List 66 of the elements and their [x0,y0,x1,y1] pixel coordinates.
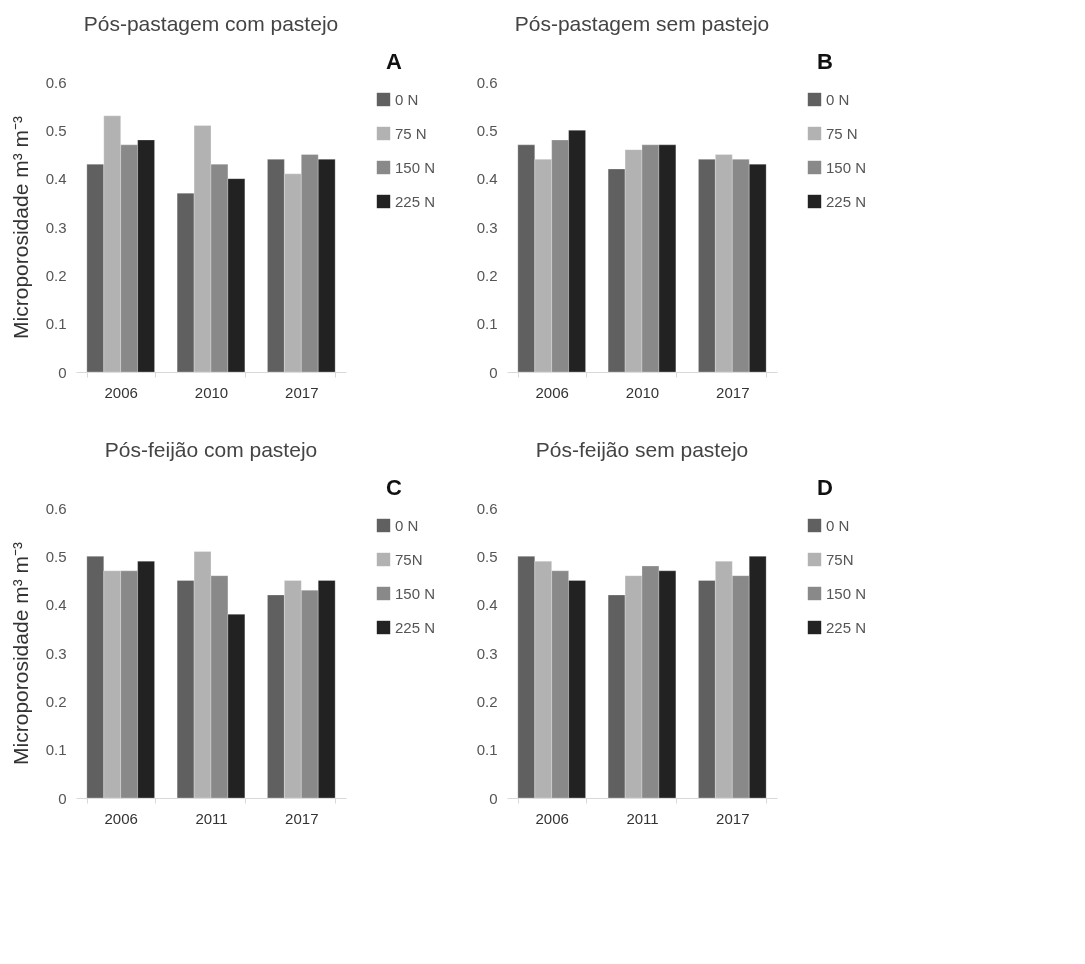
x-tick-label: 2010 [194,383,229,401]
y-tick-label: 0.3 [45,644,67,662]
chart-title: Pós-pastagem sem pastejo [514,12,770,35]
y-tick-label: 0.6 [45,73,67,91]
text: A [386,49,402,74]
y-tick-label: 0.2 [45,692,67,710]
y-tick-label: 0.5 [45,547,67,565]
x-tick-label: 2006 [535,809,569,827]
chart-title: Pós-pastagem com pastejo [83,12,339,35]
x-tick-label: 2006 [104,809,138,827]
legend-label: 0 N [826,516,850,534]
x-tick-label: 2017 [285,383,319,401]
legend-label: 225 N [826,618,867,636]
text: D [817,475,833,500]
y-tick-label: 0.5 [45,121,67,139]
y-axis-title: Microporosidade m³ m⁻³ [8,542,32,765]
x-tick-label: 2010 [625,383,660,401]
y-tick-label: 0.2 [476,266,498,284]
x-tick-label: 2006 [104,383,138,401]
chart-title: Pós-feijão com pastejo [104,438,318,461]
x-tick-label: 2017 [716,383,750,401]
y-tick-label: 0 [58,789,67,807]
legend-label: 225 N [395,618,436,636]
legend-label: 75N [395,550,423,568]
y-tick-label: 0.6 [45,499,67,517]
y-tick-label: 0.1 [476,315,498,333]
y-tick-label: 0.3 [476,644,498,662]
legend-label: 75 N [395,124,427,142]
legend-label: 150 N [826,158,867,176]
y-tick-label: 0.6 [476,499,498,517]
x-tick-label: 2017 [285,809,319,827]
legend-label: 150 N [826,584,867,602]
chart-title: Pós-feijão sem pastejo [535,438,749,461]
y-tick-label: 0.2 [45,266,67,284]
y-tick-label: 0.1 [45,315,67,333]
y-axis-title: Microporosidade m³ m⁻³ [8,116,32,339]
y-tick-label: 0.4 [476,596,498,614]
legend-label: 0 N [826,90,850,108]
y-tick-label: 0.2 [476,692,498,710]
y-tick-label: 0.5 [476,547,498,565]
y-tick-label: 0.1 [476,741,498,759]
y-tick-label: 0.4 [476,170,498,188]
legend-label: 150 N [395,584,436,602]
legend-label: 0 N [395,516,419,534]
y-tick-label: 0.3 [45,218,67,236]
y-tick-label: 0.5 [476,121,498,139]
y-tick-label: 0 [489,789,498,807]
x-tick-label: 2011 [626,809,659,827]
x-tick-label: 2006 [535,383,569,401]
legend-label: 75 N [826,124,858,142]
y-tick-label: 0.6 [476,73,498,91]
text: C [386,475,402,500]
x-tick-label: 2011 [195,809,228,827]
legend-label: 225 N [826,192,867,210]
x-tick-label: 2017 [716,809,750,827]
legend-label: 150 N [395,158,436,176]
y-tick-label: 0.4 [45,596,67,614]
legend-label: 225 N [395,192,436,210]
text: B [817,49,833,74]
y-tick-label: 0.4 [45,170,67,188]
y-tick-label: 0 [58,363,67,381]
y-tick-label: 0.3 [476,218,498,236]
legend-label: 75N [826,550,854,568]
y-tick-label: 0.1 [45,741,67,759]
y-tick-label: 0 [489,363,498,381]
legend-label: 0 N [395,90,419,108]
